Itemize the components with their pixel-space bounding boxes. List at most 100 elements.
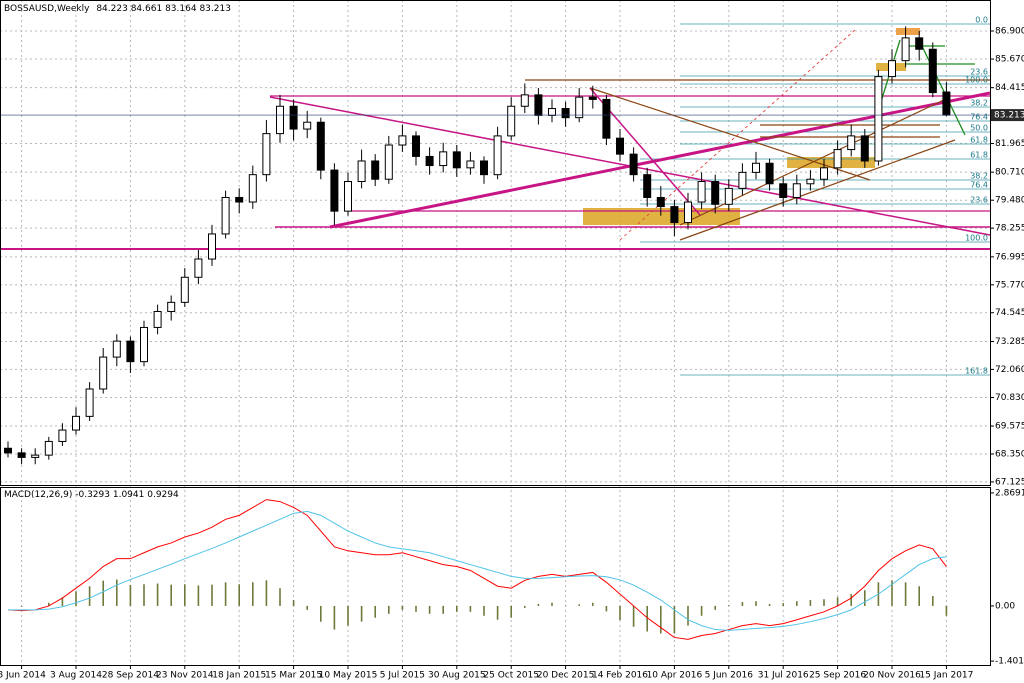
x-tick-label: 10 Apr 2016 (647, 671, 703, 681)
y-tick-label: 84.415 (995, 83, 1024, 93)
candle-body (31, 454, 40, 458)
x-tick-label: 15 Mar 2015 (265, 671, 322, 681)
y-tick-label: 86.900 (995, 27, 1024, 37)
candle-body (561, 108, 570, 119)
candle-body (126, 340, 135, 363)
candle-body (656, 196, 665, 208)
candle-body (548, 108, 556, 116)
fib-label: 76.4 (970, 113, 988, 122)
zone (787, 157, 875, 168)
x-tick-label: 15 Jan 2017 (919, 671, 973, 681)
candle-body (697, 181, 706, 203)
x-tick-label: 5 Jun 2016 (705, 671, 754, 681)
candle-body (466, 160, 475, 169)
x-tick-label: 25 Sep 2016 (809, 671, 866, 681)
candle-body (384, 144, 393, 180)
candle-body (194, 258, 203, 278)
candle-body (670, 206, 679, 224)
x-tick-label: 31 Jul 2016 (758, 671, 809, 681)
indicator-line (8, 510, 947, 631)
y-tick-label: 75.770 (995, 280, 1024, 290)
symbol: BOSSAUSD,Weekly (4, 4, 90, 14)
candle-body (820, 167, 828, 180)
candle-body (520, 94, 529, 107)
candle-body (17, 452, 26, 458)
candle-body (85, 388, 94, 417)
candle-body (276, 105, 284, 135)
candle-body (248, 174, 257, 203)
symbol-header: BOSSAUSD,Weekly 84.223 84.661 83.164 83.… (4, 4, 231, 14)
x-tick-label: 25 Oct 2015 (483, 671, 539, 681)
candle-body (928, 48, 937, 94)
candle-body (724, 187, 733, 205)
candle-body (180, 276, 189, 303)
readout: -0.3293 (75, 490, 110, 500)
fib-label: 161.8 (965, 367, 988, 376)
x-tick-label: 23 Nov 2014 (156, 671, 214, 681)
fib-label: 50.0 (970, 124, 988, 133)
candle-body (738, 171, 747, 189)
candle-body (221, 196, 230, 235)
y-tick-label: 69.575 (995, 422, 1024, 432)
trend-line (919, 41, 966, 136)
fib-label: 100.0 (965, 234, 988, 243)
indicator: MACD(12,26,9) (4, 490, 72, 500)
candle-body (452, 151, 461, 169)
trend-line (589, 87, 871, 181)
candle-body (303, 121, 312, 130)
fib-label: 0.0 (975, 16, 988, 25)
candle-body (752, 162, 760, 173)
candle-body (629, 153, 638, 176)
candle-body (602, 98, 611, 139)
low: 83.164 (165, 4, 197, 14)
fib-label: 76.4 (970, 181, 988, 190)
candle-body (439, 151, 448, 167)
candle-body (507, 105, 516, 137)
x-tick-label: 8 Jun 2014 (0, 671, 46, 681)
candle-body (534, 94, 543, 116)
y-tick-label: 0.00 (995, 601, 1015, 611)
candle-body (371, 160, 380, 180)
x-tick-label: 18 Jan 2015 (212, 671, 266, 681)
candle-body (833, 149, 842, 169)
trend-line (619, 29, 856, 241)
candle-body (140, 326, 148, 363)
candle-body (915, 37, 924, 50)
candle-body (779, 183, 788, 198)
candle-body (44, 440, 53, 456)
trend-line (679, 139, 956, 241)
candle-body (588, 96, 597, 100)
macd-header: MACD(12,26,9) -0.3293 1.0941 0.9294 (4, 490, 179, 500)
candle-body (262, 133, 271, 176)
readout: 0.9294 (147, 490, 179, 500)
fib-label: 61.8 (970, 136, 988, 145)
candle-body (235, 196, 244, 203)
open: 84.223 (96, 4, 128, 14)
indicator-line (7, 499, 947, 640)
candle-body (58, 429, 67, 442)
fib-label: 38.2 (970, 99, 988, 108)
candle-body (901, 37, 910, 62)
y-tick-label: 76.995 (995, 252, 1024, 262)
candle-body (153, 310, 162, 328)
y-tick-label: 70.830 (995, 393, 1024, 403)
marks (0, 26, 990, 640)
candle-body (330, 169, 339, 212)
fib-label: 61.8 (970, 151, 988, 160)
candle-body (4, 447, 12, 454)
candle-body (316, 121, 325, 171)
macd-panel-frame (0, 487, 991, 666)
candle-body (99, 356, 108, 390)
y-tick-label: 67.125 (995, 477, 1024, 487)
candle-body (167, 301, 176, 312)
last-price-label: 83.213 (994, 111, 1024, 121)
x-tick-label: 14 Feb 2016 (592, 671, 648, 681)
candle-body (112, 340, 121, 358)
candle-body (847, 135, 856, 151)
price-panel-frame (0, 0, 991, 486)
candle-body (874, 76, 883, 162)
y-tick-label: 73.285 (995, 337, 1024, 347)
candle-body (480, 160, 488, 176)
candle-body (616, 137, 624, 155)
